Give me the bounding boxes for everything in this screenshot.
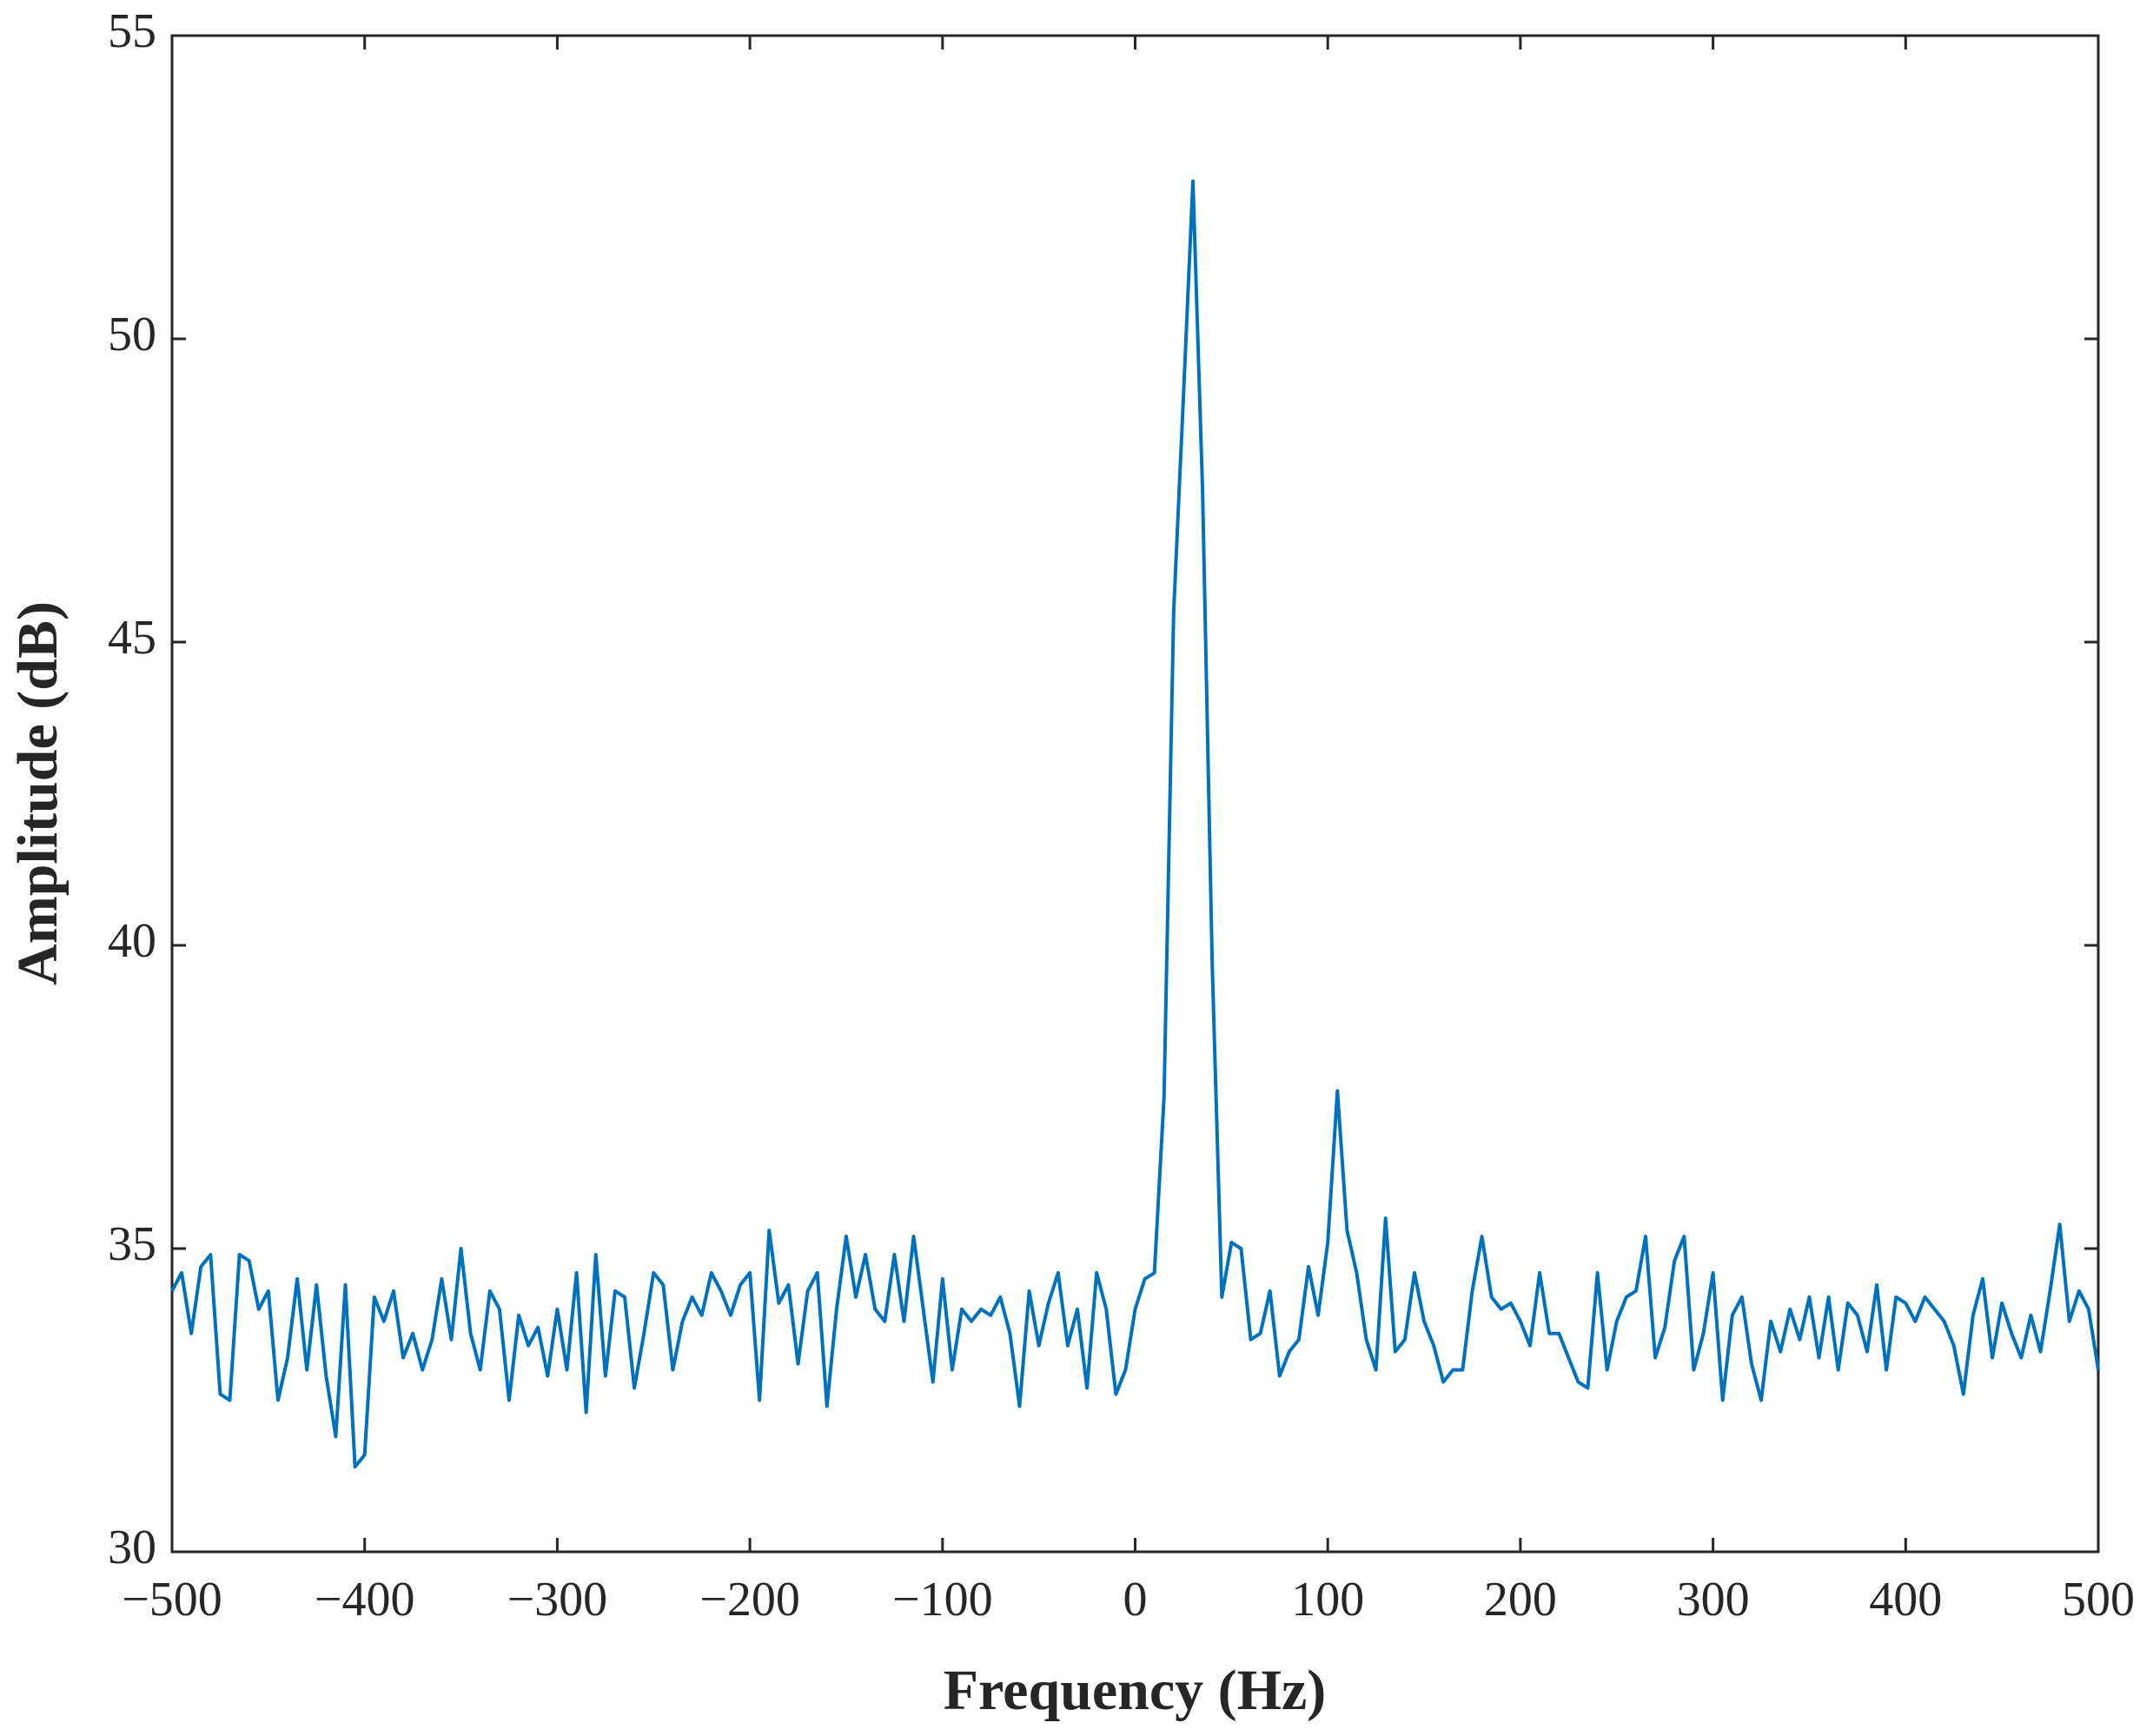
y-tick-label: 30 <box>108 1521 156 1574</box>
x-tick-label: −500 <box>122 1573 222 1627</box>
y-tick-label: 35 <box>108 1217 156 1271</box>
plot-frame <box>170 34 2100 1554</box>
x-axis-label: Frequency (Hz) <box>944 1659 1327 1722</box>
x-tick-label: −200 <box>699 1573 800 1627</box>
y-tick-label: 55 <box>108 4 156 58</box>
x-tick-label: 0 <box>1123 1573 1148 1627</box>
x-tick-label: 300 <box>1677 1573 1750 1627</box>
y-tick-label: 40 <box>108 914 156 968</box>
data-line <box>170 179 2100 1469</box>
x-tick-label: 500 <box>2062 1573 2135 1627</box>
y-axis-label: Amplitude (dB) <box>6 601 70 985</box>
y-tick-label: 50 <box>108 308 156 361</box>
x-tick-label: 100 <box>1291 1573 1364 1627</box>
x-tick-label: −100 <box>892 1573 993 1627</box>
x-tick-label: −400 <box>315 1573 415 1627</box>
x-tick-label: 200 <box>1484 1573 1557 1627</box>
y-tick-label: 45 <box>108 611 156 665</box>
x-tick-label: −300 <box>507 1573 608 1627</box>
x-tick-label: 400 <box>1869 1573 1942 1627</box>
